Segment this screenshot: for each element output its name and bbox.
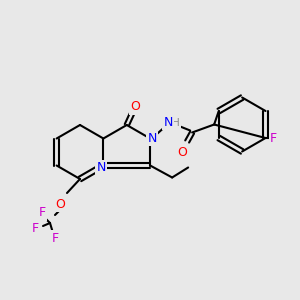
Text: O: O — [177, 146, 187, 159]
Text: O: O — [55, 197, 65, 211]
Text: N: N — [97, 161, 106, 174]
Text: O: O — [130, 100, 140, 113]
Text: N: N — [148, 132, 157, 145]
Text: F: F — [51, 232, 58, 244]
Text: H: H — [172, 118, 180, 128]
Text: F: F — [32, 221, 39, 235]
Text: N: N — [164, 116, 173, 129]
Text: F: F — [270, 131, 277, 145]
Text: F: F — [38, 206, 46, 220]
